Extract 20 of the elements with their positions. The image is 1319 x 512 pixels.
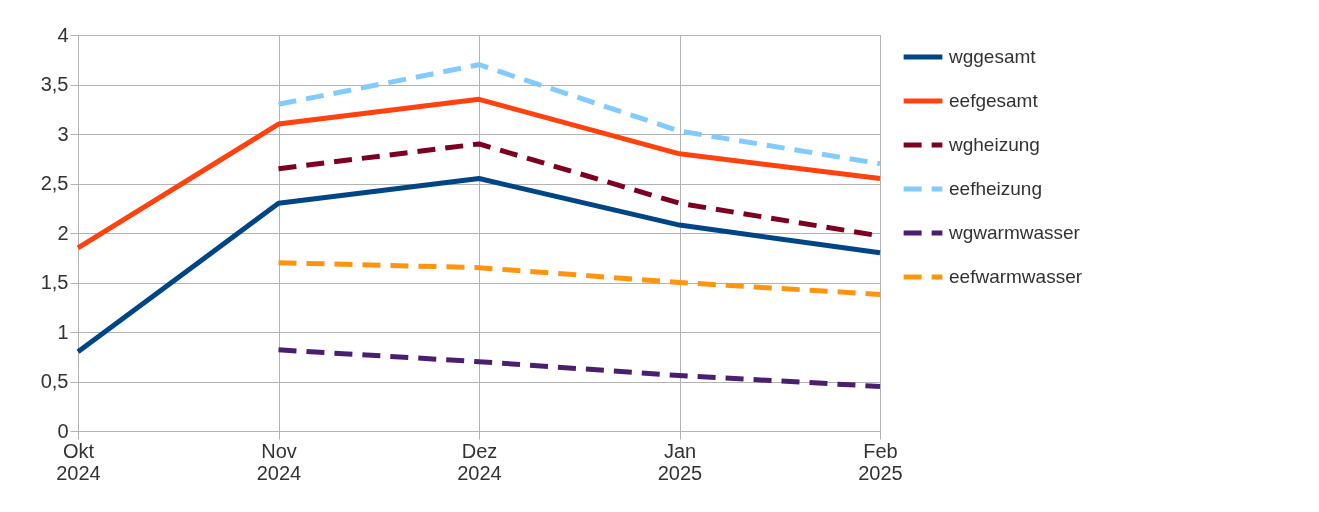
y-tick-label: 0,5 — [40, 370, 69, 392]
legend-label: wggesamt — [948, 46, 1037, 67]
y-tick-label: 1 — [57, 320, 69, 343]
legend-label: wgwarmwasser — [948, 222, 1081, 243]
x-tick-label: Feb 2025 — [858, 439, 903, 484]
y-tick-label: 2 — [57, 221, 69, 244]
y-tick-label: 3 — [57, 122, 69, 145]
y-tick-label: 4 — [57, 23, 69, 46]
legend-label: eefgesamt — [949, 90, 1039, 111]
x-tick-label: Dez 2024 — [457, 439, 502, 484]
y-tick-label: 2,5 — [40, 172, 69, 194]
y-tick-label: 3,5 — [40, 73, 69, 95]
legend-label: wgheizung — [948, 134, 1040, 155]
x-tick-label: Nov 2024 — [256, 439, 302, 484]
legend-label: eefheizung — [949, 178, 1042, 199]
x-tick-label: Okt 2024 — [56, 439, 101, 484]
y-tick-label: 0 — [57, 419, 69, 442]
x-tick-label: Jan 2025 — [657, 439, 703, 484]
y-tick-label: 1,5 — [40, 271, 69, 293]
legend-label: eefwarmwasser — [949, 266, 1083, 287]
